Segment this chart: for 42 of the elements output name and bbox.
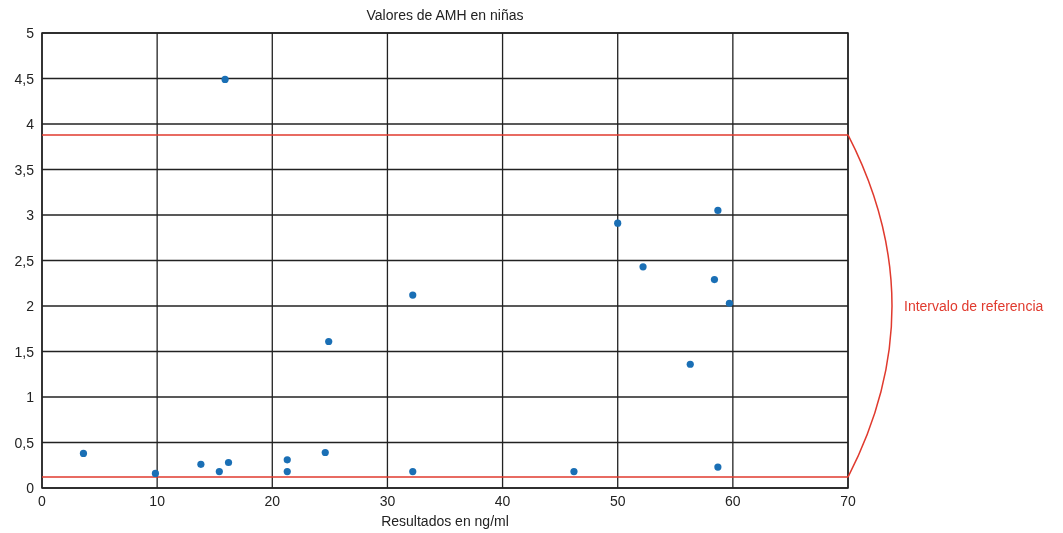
y-tick-label: 1 (26, 389, 35, 405)
y-tick-label: 3,5 (14, 161, 35, 178)
x-tick-label: 60 (725, 493, 741, 509)
point (725, 299, 733, 307)
point (197, 460, 205, 468)
y-tick-label: 0 (26, 480, 35, 496)
point (714, 463, 722, 471)
point (221, 75, 229, 84)
point (325, 337, 333, 346)
point (321, 448, 329, 457)
chart-title: Valores de AMH en niñas (366, 7, 524, 23)
y-tick-label: 2 (26, 298, 35, 314)
point (710, 276, 719, 284)
point (79, 449, 88, 458)
point (639, 263, 647, 271)
y-tick-label: 1,5 (14, 343, 35, 360)
y-tick-label: 4,5 (14, 70, 35, 87)
point (409, 291, 417, 299)
x-tick-label: 0 (38, 493, 47, 509)
x-axis-title: Resultados en ng/ml (381, 513, 509, 529)
y-tick-label: 0,5 (14, 434, 35, 451)
text: Intervalo de referencia (904, 298, 1044, 314)
point (283, 468, 291, 476)
point (686, 360, 694, 368)
point (570, 468, 578, 476)
point (714, 206, 722, 215)
point (409, 468, 417, 476)
point (215, 468, 223, 476)
x-tick-label: 10 (149, 493, 166, 509)
x-tick-label: 40 (494, 493, 511, 509)
y-tick-label: 5 (26, 25, 35, 41)
point (614, 219, 622, 227)
point (151, 469, 160, 478)
y-tick-label: 2,5 (14, 252, 35, 269)
x-tick-label: 50 (609, 493, 626, 509)
y-tick-label: 3 (26, 207, 35, 223)
x-tick-label: 30 (379, 493, 396, 509)
x-tick-label: 70 (840, 493, 856, 509)
x-tick-label: 20 (264, 493, 281, 509)
point (283, 456, 291, 464)
point (224, 458, 233, 467)
y-tick-label: 4 (26, 116, 35, 132)
